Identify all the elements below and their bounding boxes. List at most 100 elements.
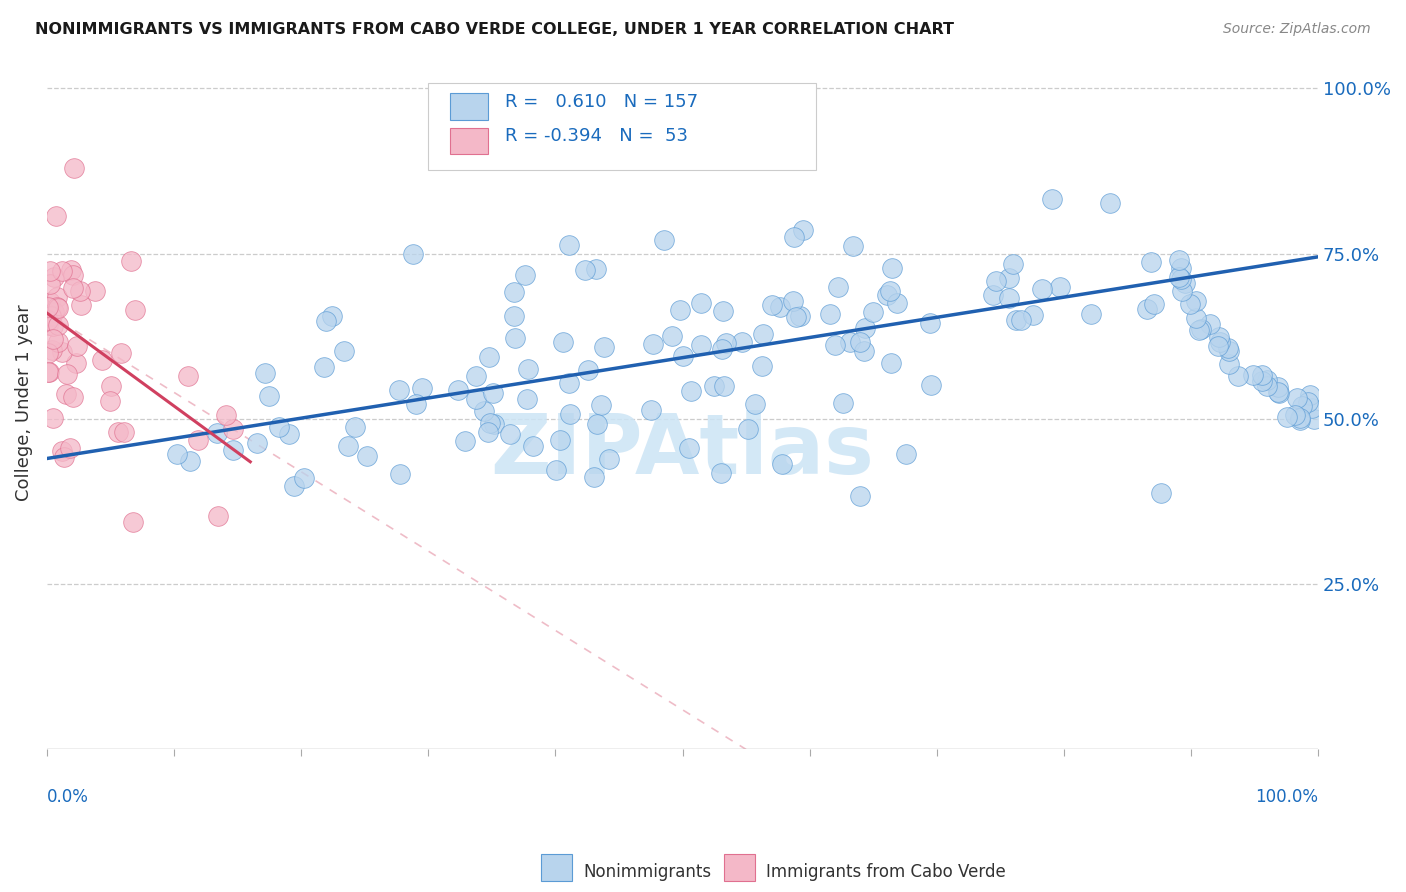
Point [312,360,335,375]
Text: R = -0.394   N =  53: R = -0.394 N = 53 [505,128,688,145]
Point [42,332,65,346]
Point [770,457,793,471]
Point [292,470,315,484]
Point [1267,380,1289,394]
Point [503,309,526,323]
Point [879,284,901,298]
Point [678,442,700,456]
Point [1256,373,1278,387]
Point [1022,309,1045,323]
Point [51,345,73,359]
Point [591,398,613,412]
Point [782,294,804,309]
Point [52,450,75,465]
Point [818,307,841,321]
Point [1080,307,1102,321]
Point [389,467,412,482]
Point [1040,192,1063,206]
Point [207,508,229,523]
Point [465,369,488,384]
Point [62,281,84,295]
Point [55,367,77,381]
Point [502,285,524,299]
Point [215,408,238,422]
Point [41,343,63,357]
FancyBboxPatch shape [429,83,815,169]
Text: Nonimmigrants: Nonimmigrants [583,863,711,881]
Point [789,309,811,323]
Point [516,392,538,406]
Point [1049,279,1071,293]
Point [107,425,129,439]
Point [838,334,860,349]
Point [785,310,807,325]
Point [42,319,65,334]
Point [166,447,188,461]
Point [176,368,198,383]
Point [45,290,67,304]
Point [1170,272,1192,286]
Point [1256,379,1278,393]
Point [557,237,579,252]
Point [1168,253,1191,268]
Point [277,426,299,441]
Point [484,417,506,431]
Point [1291,399,1313,413]
Point [37,300,59,314]
Point [1299,388,1322,402]
Point [661,328,683,343]
Point [59,441,82,455]
Point [713,378,735,392]
Point [522,439,544,453]
Point [894,447,917,461]
Point [558,407,581,421]
Point [1150,485,1173,500]
Point [1185,310,1208,325]
Point [337,440,360,454]
Point [254,366,277,380]
Point [769,300,792,314]
Text: NONIMMIGRANTS VS IMMIGRANTS FROM CABO VERDE COLLEGE, UNDER 1 YEAR CORRELATION CH: NONIMMIGRANTS VS IMMIGRANTS FROM CABO VE… [35,22,955,37]
Point [669,302,692,317]
Point [1140,254,1163,268]
Point [690,338,713,352]
Point [267,419,290,434]
Point [1298,395,1320,409]
Point [98,394,121,409]
Point [548,434,571,448]
Point [65,356,87,370]
Text: R =   0.610   N = 157: R = 0.610 N = 157 [505,93,697,111]
Point [42,411,65,425]
Point [751,359,773,373]
Point [1005,313,1028,327]
Point [1010,312,1032,326]
Point [283,479,305,493]
Point [832,395,855,409]
Point [37,365,59,379]
Text: ZIPAtlas: ZIPAtlas [491,410,875,491]
Point [46,318,69,333]
Point [83,284,105,298]
Point [672,350,695,364]
Point [62,161,84,175]
Point [122,515,145,529]
Point [245,435,267,450]
Point [1002,257,1025,271]
Point [1275,410,1298,425]
Point [1135,302,1157,317]
Point [405,397,427,411]
Point [703,379,725,393]
Point [998,291,1021,305]
Point [1284,408,1306,422]
Point [44,209,66,223]
Point [1268,385,1291,400]
Point [574,262,596,277]
Point [582,469,605,483]
Point [38,295,60,310]
Point [598,451,620,466]
Point [544,463,567,477]
Point [690,296,713,310]
Point [880,356,903,370]
Point [862,305,884,319]
Point [576,363,599,377]
